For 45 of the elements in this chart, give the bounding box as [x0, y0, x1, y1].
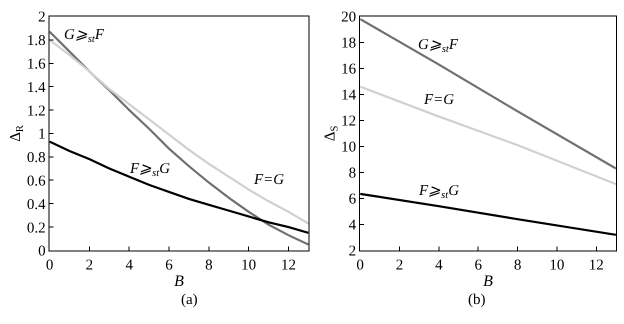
y-tick-label: 0.8: [26, 150, 46, 166]
series-label: G⩾$_{st}$F: [418, 37, 459, 56]
y-tick-label: 1.6: [26, 56, 46, 73]
text: (b): [468, 292, 486, 308]
y-tick-label: 0.2: [26, 220, 46, 236]
x-tick-label: 2: [396, 257, 404, 274]
x-tick-label: 4: [435, 257, 444, 274]
y-tick-label: 6: [348, 192, 357, 208]
x-tick-label: 8: [514, 257, 522, 274]
x-axis-title: B: [174, 273, 184, 290]
series-label: F⩾$_{st}$G: [129, 161, 170, 180]
y-tick-label: 1.8: [26, 33, 46, 50]
series-label: F=G: [253, 172, 284, 188]
series-label: F⩾$_{st}$G: [418, 183, 460, 202]
x-tick-label: 10: [241, 257, 256, 274]
line-series: [360, 18, 616, 170]
x-tick-label: 12: [281, 257, 296, 274]
y-tick-label: 0: [38, 244, 46, 260]
y-tick-label: 0.6: [26, 173, 46, 190]
x-tick-label: 12: [588, 257, 604, 274]
y-tick-label: 1.4: [26, 80, 46, 96]
x-tick-label: 2: [86, 257, 94, 274]
x-tick-label: 6: [474, 257, 482, 274]
y-tick-label: 20: [341, 10, 356, 26]
x-tick-label: 4: [125, 257, 134, 274]
y-tick-label: 18: [341, 36, 356, 52]
x-axis-title: B: [483, 273, 494, 290]
y-tick-label: 12: [341, 114, 356, 130]
y-tick-label: 0.4: [26, 196, 46, 213]
x-tick-label: 6: [165, 257, 174, 274]
text: (a): [181, 292, 198, 308]
y-tick-label: 2: [348, 244, 356, 260]
line-series: [360, 86, 616, 186]
series-label: G⩾$_{st}$F: [64, 27, 105, 46]
y-tick-label: 4: [348, 218, 357, 234]
y-tick-label: 8: [348, 166, 356, 182]
x-tick-label: 8: [205, 257, 213, 274]
y-tick-label: 1: [38, 126, 46, 143]
y-tick-label: 2: [38, 10, 46, 26]
y-tick-label: 10: [341, 140, 356, 156]
y-tick-label: 1.2: [26, 103, 46, 120]
y-tick-label: 14: [341, 88, 357, 104]
x-tick-label: 10: [549, 257, 564, 274]
series-label: F=G: [423, 92, 454, 108]
y-tick-label: 16: [341, 62, 357, 78]
